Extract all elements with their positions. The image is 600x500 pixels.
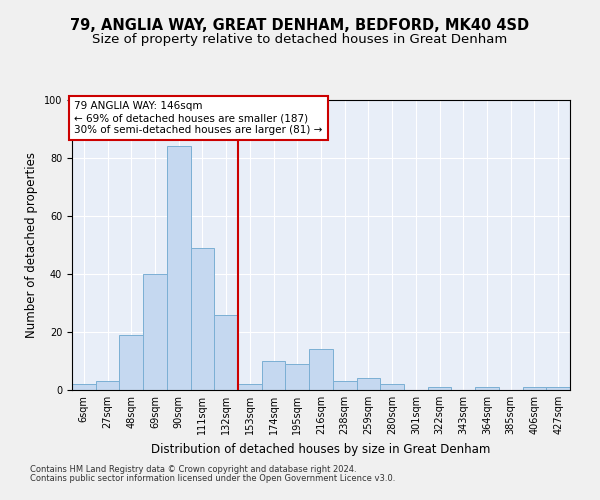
X-axis label: Distribution of detached houses by size in Great Denham: Distribution of detached houses by size … bbox=[151, 442, 491, 456]
Bar bbox=[96, 382, 119, 390]
Bar bbox=[428, 387, 451, 390]
Bar bbox=[167, 146, 191, 390]
Bar bbox=[523, 387, 546, 390]
Bar bbox=[356, 378, 380, 390]
Bar bbox=[72, 384, 96, 390]
Y-axis label: Number of detached properties: Number of detached properties bbox=[25, 152, 38, 338]
Bar bbox=[475, 387, 499, 390]
Bar bbox=[214, 314, 238, 390]
Bar bbox=[143, 274, 167, 390]
Bar bbox=[380, 384, 404, 390]
Text: 79, ANGLIA WAY, GREAT DENHAM, BEDFORD, MK40 4SD: 79, ANGLIA WAY, GREAT DENHAM, BEDFORD, M… bbox=[70, 18, 530, 32]
Bar bbox=[286, 364, 309, 390]
Bar bbox=[119, 335, 143, 390]
Text: Contains public sector information licensed under the Open Government Licence v3: Contains public sector information licen… bbox=[30, 474, 395, 483]
Bar bbox=[309, 350, 333, 390]
Text: Contains HM Land Registry data © Crown copyright and database right 2024.: Contains HM Land Registry data © Crown c… bbox=[30, 466, 356, 474]
Bar bbox=[262, 361, 286, 390]
Text: 79 ANGLIA WAY: 146sqm
← 69% of detached houses are smaller (187)
30% of semi-det: 79 ANGLIA WAY: 146sqm ← 69% of detached … bbox=[74, 102, 323, 134]
Bar bbox=[238, 384, 262, 390]
Text: Size of property relative to detached houses in Great Denham: Size of property relative to detached ho… bbox=[92, 32, 508, 46]
Bar bbox=[333, 382, 356, 390]
Bar bbox=[546, 387, 570, 390]
Bar bbox=[191, 248, 214, 390]
